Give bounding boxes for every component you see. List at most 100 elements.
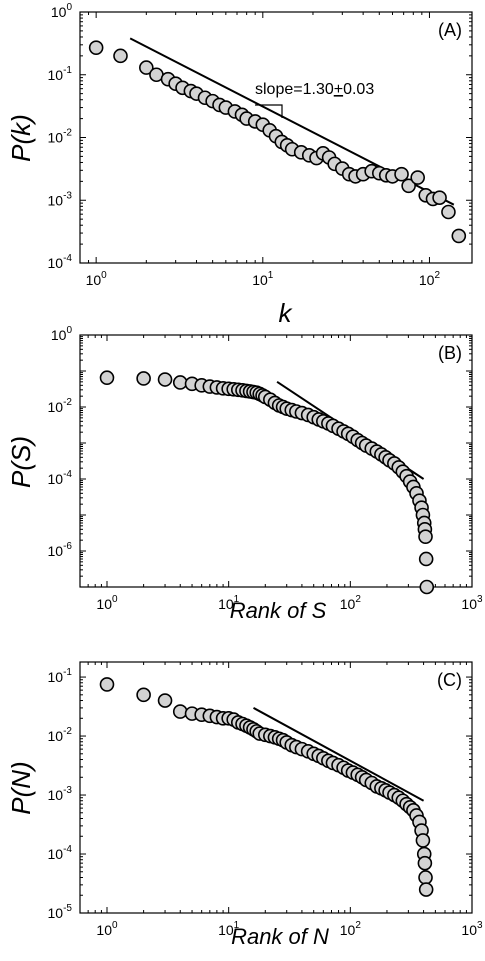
- data-point: [418, 551, 434, 567]
- x-tick-base: 10: [96, 596, 112, 612]
- x-tick-exp: 3: [477, 920, 483, 931]
- y-axis-title: P(N): [6, 761, 36, 814]
- chart-panel-3: 100 101 102 10310-110-210-310-410-5(C)Rank …: [6, 661, 483, 949]
- data-point: [417, 855, 433, 871]
- y-tick-label: 10-6: [48, 541, 73, 559]
- x-tick-label: 101: [252, 270, 274, 288]
- y-tick-label: 10-1: [48, 667, 73, 685]
- y-tick-base: 10: [48, 846, 64, 862]
- y-tick-exp: -2: [63, 726, 72, 737]
- data-point: [418, 870, 433, 885]
- data-point: [136, 687, 151, 703]
- y-tick-base: 10: [48, 787, 64, 803]
- data-point: [139, 60, 154, 75]
- y-tick-exp: -6: [63, 541, 72, 552]
- x-tick-exp: 0: [112, 920, 118, 931]
- x-tick-base: 10: [340, 596, 356, 612]
- y-tick-label: 10-4: [48, 469, 73, 487]
- x-tick-exp: 1: [234, 920, 240, 931]
- data-point: [401, 178, 416, 194]
- x-tick-label: 102: [419, 270, 441, 288]
- y-tick-label: 10-4: [48, 844, 73, 862]
- y-axis-title: P(k): [6, 114, 36, 162]
- slope-annotation: slope=1.30+0.03: [255, 81, 374, 98]
- y-tick-label: 10-2: [48, 128, 73, 146]
- y-tick-exp: -4: [63, 844, 72, 855]
- data-point: [88, 40, 104, 55]
- x-tick-label: 101: [218, 920, 240, 938]
- y-tick-base: 10: [48, 905, 64, 921]
- y-tick-base: 10: [48, 399, 64, 415]
- data-point: [136, 371, 151, 386]
- x-axis-title: k: [279, 298, 294, 328]
- x-axis-title: Rank of N: [231, 924, 329, 949]
- y-tick-label: 100: [51, 325, 73, 343]
- x-tick-exp: 2: [434, 270, 440, 281]
- x-tick-exp: 2: [355, 594, 361, 605]
- y-tick-base: 10: [51, 4, 67, 20]
- y-tick-exp: -1: [63, 667, 72, 678]
- y-tick-base: 10: [48, 669, 64, 685]
- panel-label: (C): [437, 670, 462, 690]
- y-tick-exp: 0: [66, 325, 72, 336]
- x-tick-label: 102: [340, 920, 362, 938]
- y-tick-exp: -4: [63, 469, 72, 480]
- y-axis-title: P(S): [6, 436, 36, 488]
- x-tick-label: 103: [461, 594, 483, 612]
- y-tick-base: 10: [48, 130, 64, 146]
- y-tick-label: 10-5: [48, 903, 73, 921]
- data-point: [157, 693, 173, 708]
- y-tick-label: 10-4: [48, 253, 73, 271]
- data-point: [451, 228, 467, 244]
- data-point: [157, 372, 173, 387]
- y-tick-exp: -3: [63, 190, 72, 201]
- x-tick-label: 100: [96, 594, 118, 612]
- data-point: [113, 48, 128, 64]
- data-point: [410, 170, 425, 185]
- y-tick-label: 10-3: [48, 785, 73, 803]
- data-point: [99, 370, 115, 386]
- y-tick-base: 10: [48, 67, 64, 83]
- y-tick-exp: -5: [63, 903, 72, 914]
- data-point: [415, 833, 431, 848]
- panel-label: (A): [438, 20, 462, 40]
- x-tick-label: 103: [461, 920, 483, 938]
- slope-error: 0.03: [343, 81, 374, 98]
- y-tick-base: 10: [51, 327, 67, 343]
- slope-pm: +: [334, 81, 343, 98]
- y-tick-exp: -1: [63, 65, 72, 76]
- y-tick-base: 10: [48, 728, 64, 744]
- x-tick-label: 100: [96, 920, 118, 938]
- data-point: [418, 529, 433, 544]
- y-tick-label: 10-3: [48, 190, 73, 208]
- y-tick-exp: -2: [63, 397, 72, 408]
- y-tick-exp: -2: [63, 128, 72, 139]
- data-point: [432, 190, 447, 205]
- x-tick-exp: 2: [355, 920, 361, 931]
- data-point: [419, 579, 435, 595]
- panel-label: (B): [438, 343, 462, 363]
- x-tick-base: 10: [461, 922, 477, 938]
- plot-frame: [79, 334, 473, 588]
- y-tick-base: 10: [48, 255, 64, 271]
- y-tick-label: 10-2: [48, 397, 73, 415]
- x-tick-base: 10: [419, 272, 435, 288]
- data-point: [172, 375, 188, 390]
- x-tick-label: 102: [340, 594, 362, 612]
- y-tick-exp: -3: [63, 785, 72, 796]
- x-tick-base: 10: [218, 596, 234, 612]
- x-tick-label: 101: [218, 594, 240, 612]
- plot-frame: [79, 661, 473, 914]
- y-tick-base: 10: [48, 192, 64, 208]
- x-tick-base: 10: [86, 272, 102, 288]
- x-tick-label: 100: [86, 270, 108, 288]
- x-tick-base: 10: [252, 272, 268, 288]
- x-tick-base: 10: [96, 922, 112, 938]
- slope-marker: [255, 104, 283, 118]
- x-tick-base: 10: [461, 596, 477, 612]
- x-tick-base: 10: [340, 922, 356, 938]
- data-point: [394, 166, 409, 182]
- x-tick-exp: 1: [234, 594, 240, 605]
